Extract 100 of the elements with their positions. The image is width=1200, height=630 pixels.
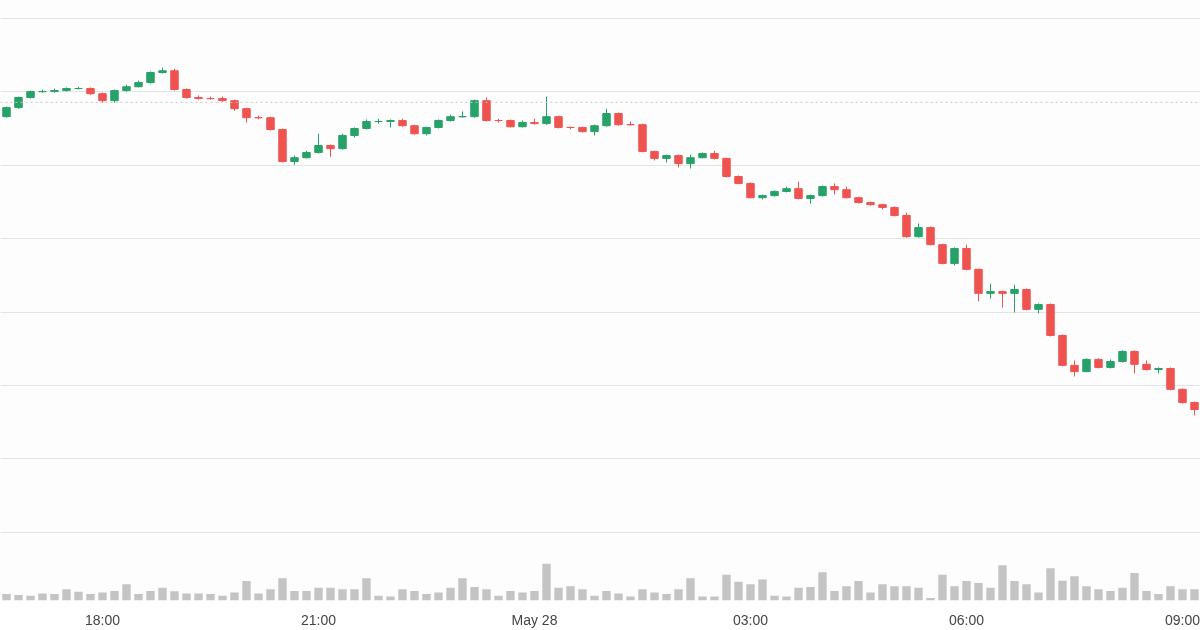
bar bbox=[1010, 581, 1019, 601]
bar bbox=[758, 579, 767, 601]
x-tick-label: 21:00 bbox=[300, 611, 337, 628]
candlestick bbox=[542, 95, 551, 126]
bar bbox=[326, 587, 335, 601]
bar bbox=[1106, 590, 1115, 601]
bar bbox=[974, 582, 983, 601]
bar bbox=[386, 596, 395, 601]
bar bbox=[254, 593, 263, 601]
bar bbox=[422, 593, 431, 601]
bar bbox=[806, 586, 815, 601]
candlestick bbox=[974, 268, 983, 302]
bar bbox=[710, 596, 719, 601]
bar bbox=[302, 590, 311, 601]
bar bbox=[746, 584, 755, 601]
bar bbox=[662, 593, 671, 601]
bar bbox=[614, 593, 623, 601]
bar bbox=[1094, 589, 1103, 601]
bar bbox=[458, 578, 467, 601]
bar bbox=[218, 595, 227, 601]
bar bbox=[1034, 592, 1043, 601]
bar bbox=[86, 593, 95, 601]
bar bbox=[266, 589, 275, 601]
bar bbox=[194, 593, 203, 601]
bar bbox=[878, 584, 887, 601]
bar bbox=[674, 589, 683, 601]
bar bbox=[902, 586, 911, 601]
bar bbox=[290, 590, 299, 601]
bar bbox=[230, 592, 239, 601]
bar bbox=[590, 595, 599, 601]
bar bbox=[374, 595, 383, 601]
candlestick bbox=[1130, 349, 1139, 374]
bar bbox=[1130, 573, 1139, 601]
bar bbox=[986, 587, 995, 601]
bar bbox=[362, 578, 371, 601]
bar bbox=[506, 590, 515, 601]
x-tick-label: 03:00 bbox=[732, 611, 769, 628]
x-tick-label: May 28 bbox=[511, 611, 558, 628]
x-tick-label: 06:00 bbox=[948, 611, 985, 628]
bar bbox=[446, 587, 455, 601]
bar bbox=[1142, 590, 1151, 601]
bar bbox=[38, 593, 47, 601]
bar bbox=[578, 589, 587, 601]
bar bbox=[74, 591, 83, 601]
bar bbox=[722, 574, 731, 601]
bar bbox=[158, 587, 167, 601]
bar bbox=[830, 590, 839, 601]
bar bbox=[638, 589, 647, 601]
bar bbox=[146, 590, 155, 601]
bar bbox=[1046, 568, 1055, 601]
bar bbox=[482, 589, 491, 601]
candlestick bbox=[902, 212, 911, 239]
candlestick bbox=[1010, 284, 1019, 313]
bar bbox=[122, 584, 131, 601]
bar bbox=[554, 587, 563, 601]
bar bbox=[434, 592, 443, 601]
bar bbox=[818, 572, 827, 601]
bar bbox=[278, 578, 287, 601]
bar bbox=[938, 574, 947, 601]
bar bbox=[950, 586, 959, 601]
bar bbox=[770, 595, 779, 601]
bar bbox=[1070, 576, 1079, 601]
bar bbox=[842, 586, 851, 601]
bar bbox=[530, 590, 539, 601]
bar bbox=[854, 581, 863, 601]
candlestick bbox=[950, 246, 959, 267]
bar bbox=[134, 593, 143, 601]
bar bbox=[1118, 587, 1127, 601]
candlestick bbox=[962, 244, 971, 271]
candlestick bbox=[602, 108, 611, 128]
bar bbox=[734, 581, 743, 601]
bar bbox=[686, 578, 695, 601]
bar bbox=[206, 593, 215, 601]
bar bbox=[1178, 589, 1187, 601]
bar bbox=[782, 596, 791, 601]
bar bbox=[1190, 589, 1199, 601]
bar bbox=[182, 593, 191, 601]
bar bbox=[410, 590, 419, 601]
bar bbox=[350, 589, 359, 601]
bar bbox=[110, 590, 119, 601]
candlestick bbox=[170, 68, 179, 92]
bar bbox=[1166, 586, 1175, 601]
bar bbox=[494, 595, 503, 601]
bar bbox=[14, 595, 23, 601]
bar bbox=[50, 593, 59, 601]
bar bbox=[2, 593, 11, 601]
bar bbox=[1058, 580, 1067, 601]
bar bbox=[170, 591, 179, 601]
candlestick bbox=[482, 97, 491, 123]
bar bbox=[890, 586, 899, 601]
bar bbox=[398, 589, 407, 601]
bar bbox=[1154, 593, 1163, 601]
bar bbox=[242, 581, 251, 601]
bar bbox=[602, 590, 611, 601]
bar bbox=[794, 587, 803, 601]
bar bbox=[314, 587, 323, 601]
bar bbox=[26, 595, 35, 601]
x-tick-label: 09:00 bbox=[1164, 611, 1200, 628]
bar bbox=[866, 592, 875, 601]
bar bbox=[698, 596, 707, 601]
